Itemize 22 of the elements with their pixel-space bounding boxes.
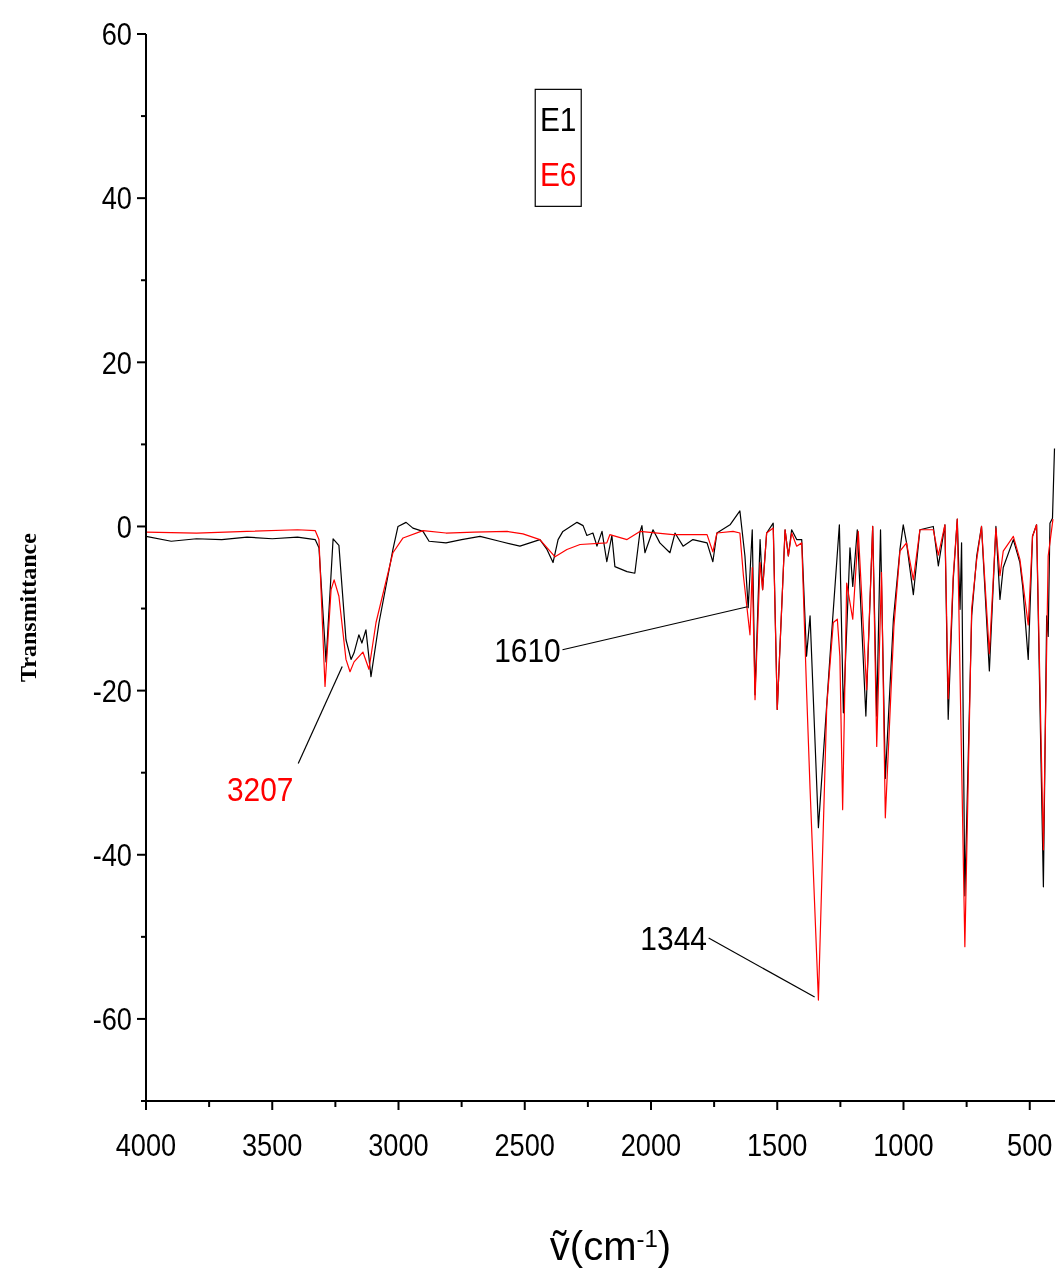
x-tick-label: 2500 xyxy=(494,1126,555,1163)
y-axis-title: Transmittance xyxy=(15,532,41,682)
x-tick-label: 4000 xyxy=(115,1126,177,1163)
x-axis-title: ṽ(cm$^{-1}$) xyxy=(549,1224,672,1268)
y-tick-label: -40 xyxy=(92,836,132,873)
annotation: 1610 xyxy=(494,630,561,670)
y-tick-label: -20 xyxy=(92,672,132,709)
text: E1 xyxy=(539,100,577,139)
text: E6 xyxy=(539,155,577,194)
x-tick-label: 3500 xyxy=(242,1126,303,1163)
x-tick-label: 3000 xyxy=(368,1126,429,1163)
annotation: 3207 xyxy=(226,770,294,809)
y-tick-label: 40 xyxy=(101,180,132,216)
y-tick-label: 0 xyxy=(116,508,132,545)
x-tick-label: 1500 xyxy=(747,1126,808,1163)
x-tick-label: 500 xyxy=(1007,1126,1053,1163)
y-tick-label: -60 xyxy=(92,1001,132,1037)
annotation: 1344 xyxy=(640,919,707,958)
y-tick-label: 60 xyxy=(101,16,132,52)
x-tick-label: 1000 xyxy=(873,1126,934,1163)
y-tick-label: 20 xyxy=(101,344,132,380)
x-tick-label: 2000 xyxy=(620,1126,682,1163)
